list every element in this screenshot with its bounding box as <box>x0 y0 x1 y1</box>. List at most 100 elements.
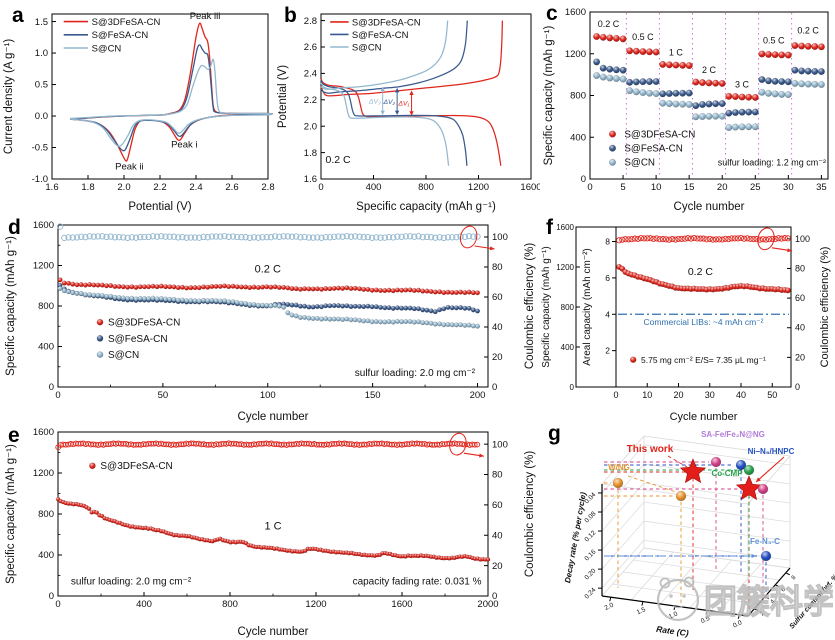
svg-text:1.0: 1.0 <box>35 48 48 59</box>
svg-text:0.2 C: 0.2 C <box>598 19 620 29</box>
svg-text:400: 400 <box>38 550 54 561</box>
svg-text:80: 80 <box>492 262 503 273</box>
svg-text:60: 60 <box>492 292 503 303</box>
svg-text:0.5: 0.5 <box>700 615 711 625</box>
svg-text:2.8: 2.8 <box>304 16 317 27</box>
svg-text:Potential (V): Potential (V) <box>277 65 289 128</box>
svg-text:1200: 1200 <box>556 263 574 272</box>
svg-text:0.5 C: 0.5 C <box>763 35 785 45</box>
svg-text:Co-CMP: Co-CMP <box>711 469 743 478</box>
svg-text:0.2 C: 0.2 C <box>797 25 819 35</box>
rate-capability-chart: 0 5 10 15 20 25 30 35 0 400 800 1200 1600 Cycle numbe… <box>543 7 829 213</box>
svg-text:Specific capacity (mAh g⁻¹): Specific capacity (mAh g⁻¹) <box>5 236 17 376</box>
svg-text:1.8: 1.8 <box>81 182 94 193</box>
svg-text:SA-Fe/Fe₂N@NG: SA-Fe/Fe₂N@NG <box>701 430 765 439</box>
svg-text:Peak iii: Peak iii <box>190 11 221 22</box>
svg-text:40: 40 <box>492 530 503 541</box>
svg-text:0: 0 <box>613 390 618 400</box>
svg-text:800: 800 <box>38 301 54 312</box>
svg-text:20: 20 <box>673 390 683 400</box>
svg-text:2.6: 2.6 <box>225 182 238 193</box>
svg-text:3 C: 3 C <box>735 80 750 90</box>
svg-text:S@FeSA-CN: S@FeSA-CN <box>92 30 149 41</box>
svg-text:0.20: 0.20 <box>584 567 598 581</box>
svg-text:50: 50 <box>158 390 169 401</box>
svg-text:100: 100 <box>260 390 276 401</box>
svg-text:Current density (A g⁻¹): Current density (A g⁻¹) <box>3 39 15 155</box>
panel-c-rate-capability: 0 5 10 15 20 25 30 35 0 400 800 1200 1600 Cycle numbe… <box>540 0 835 220</box>
svg-text:0: 0 <box>55 599 60 610</box>
svg-text:100: 100 <box>795 234 810 244</box>
svg-text:0: 0 <box>581 174 586 185</box>
svg-text:0.12: 0.12 <box>584 529 598 543</box>
svg-text:0.2 C: 0.2 C <box>255 264 281 276</box>
svg-text:0.16: 0.16 <box>584 548 598 562</box>
svg-text:Specific capacity (mAh g⁻¹): Specific capacity (mAh g⁻¹) <box>5 444 17 584</box>
svg-text:400: 400 <box>561 343 575 352</box>
svg-text:800: 800 <box>418 182 434 193</box>
svg-text:15: 15 <box>684 182 695 193</box>
svg-text:1.5: 1.5 <box>35 17 48 28</box>
svg-text:6: 6 <box>780 586 787 593</box>
svg-text:1.8: 1.8 <box>304 148 317 159</box>
panel-f-areal-capacity: 0 10 20 30 40 50 0 400 800 1200 1600 2 4 6 8 0 20 40 60 80 1… <box>540 215 835 430</box>
svg-text:S@3DFeSA-CN: S@3DFeSA-CN <box>624 130 695 141</box>
svg-text:capacity fading rate: 0.031 %: capacity fading rate: 0.031 % <box>353 577 482 588</box>
svg-text:0: 0 <box>55 390 60 401</box>
svg-text:Areal capacity (mAh cm⁻²): Areal capacity (mAh cm⁻²) <box>582 248 593 366</box>
areal-capacity-chart: 0 10 20 30 40 5004008001200160024680204060801… <box>541 223 831 423</box>
svg-text:-0.5: -0.5 <box>32 143 48 154</box>
panel-b-voltage-profiles: 0 400 800 1200 1600 1.6 1.8 2.0 2.2 2.4 2.6 2.8 Spec… <box>275 0 542 220</box>
svg-text:0.08: 0.08 <box>584 510 598 524</box>
svg-text:Potential (V): Potential (V) <box>128 201 191 213</box>
svg-text:S@CN: S@CN <box>352 42 382 53</box>
svg-text:8: 8 <box>605 237 610 247</box>
svg-text:80: 80 <box>492 470 503 481</box>
svg-text:40: 40 <box>492 322 503 333</box>
svg-text:0: 0 <box>587 182 592 193</box>
svg-text:Commercial LIBs: ~4 mAh cm⁻²: Commercial LIBs: ~4 mAh cm⁻² <box>644 317 764 327</box>
svg-text:S@CN: S@CN <box>624 158 655 169</box>
svg-text:1200: 1200 <box>565 49 586 60</box>
voltage-profile-chart: 0 400 800 1200 1600 1.6 1.8 2.0 2.2 2.4 2.6 2.8 Spec… <box>277 13 542 213</box>
svg-text:Coulombic efficiency (%): Coulombic efficiency (%) <box>819 247 831 368</box>
svg-text:ΔV₂: ΔV₂ <box>382 99 395 106</box>
svg-text:1600: 1600 <box>33 220 54 231</box>
svg-text:ΔV₃: ΔV₃ <box>368 98 381 105</box>
svg-text:2.0: 2.0 <box>117 182 130 193</box>
svg-text:Peak ii: Peak ii <box>115 162 144 173</box>
svg-text:35: 35 <box>816 182 827 193</box>
svg-text:0: 0 <box>318 182 323 193</box>
svg-text:2.8: 2.8 <box>261 182 274 193</box>
svg-text:1.6: 1.6 <box>45 182 58 193</box>
comparison-3d-chart: 0.040.080.120.160.200.242.0 1.5 1.0 0.5 0.02… <box>563 430 835 638</box>
svg-text:Rate (C): Rate (C) <box>656 624 690 638</box>
svg-text:Coulombic efficiency (%): Coulombic efficiency (%) <box>524 243 536 370</box>
svg-text:S@CN: S@CN <box>92 43 122 54</box>
svg-text:2: 2 <box>605 346 610 356</box>
svg-text:1.0: 1.0 <box>668 610 679 620</box>
svg-text:S@CN: S@CN <box>108 350 139 361</box>
svg-text:Ni–N₅/HNPC: Ni–N₅/HNPC <box>748 447 795 456</box>
svg-text:1200: 1200 <box>305 599 326 610</box>
svg-text:S@3DFeSA-CN: S@3DFeSA-CN <box>352 17 421 28</box>
svg-text:0.2 C: 0.2 C <box>326 154 352 166</box>
panel-a-cv-curves: 1.6 1.8 2.0 2.2 2.4 2.6 2.8 -1.0 -0.5 0.0 0.5 1.0 1.… <box>0 0 275 220</box>
svg-text:20: 20 <box>717 182 728 193</box>
svg-text:1600: 1600 <box>33 427 54 438</box>
svg-text:2.2: 2.2 <box>153 182 166 193</box>
svg-text:2: 2 <box>759 610 766 617</box>
svg-text:30: 30 <box>705 390 715 400</box>
svg-text:0.0: 0.0 <box>35 111 48 122</box>
svg-text:Cycle number: Cycle number <box>238 626 309 638</box>
svg-text:80: 80 <box>795 263 805 273</box>
svg-text:4: 4 <box>770 598 777 605</box>
svg-text:2.4: 2.4 <box>189 182 202 193</box>
panel-e-longterm-cycling: 0 400 800 1200 1600 2000 0 400 800 1200 1600 Cycle … <box>0 420 540 640</box>
svg-text:1200: 1200 <box>33 261 54 272</box>
svg-text:0: 0 <box>492 591 497 602</box>
panel-letter-b: b <box>284 4 297 27</box>
svg-text:W/NG: W/NG <box>608 463 630 472</box>
panel-letter-e: e <box>8 424 20 447</box>
